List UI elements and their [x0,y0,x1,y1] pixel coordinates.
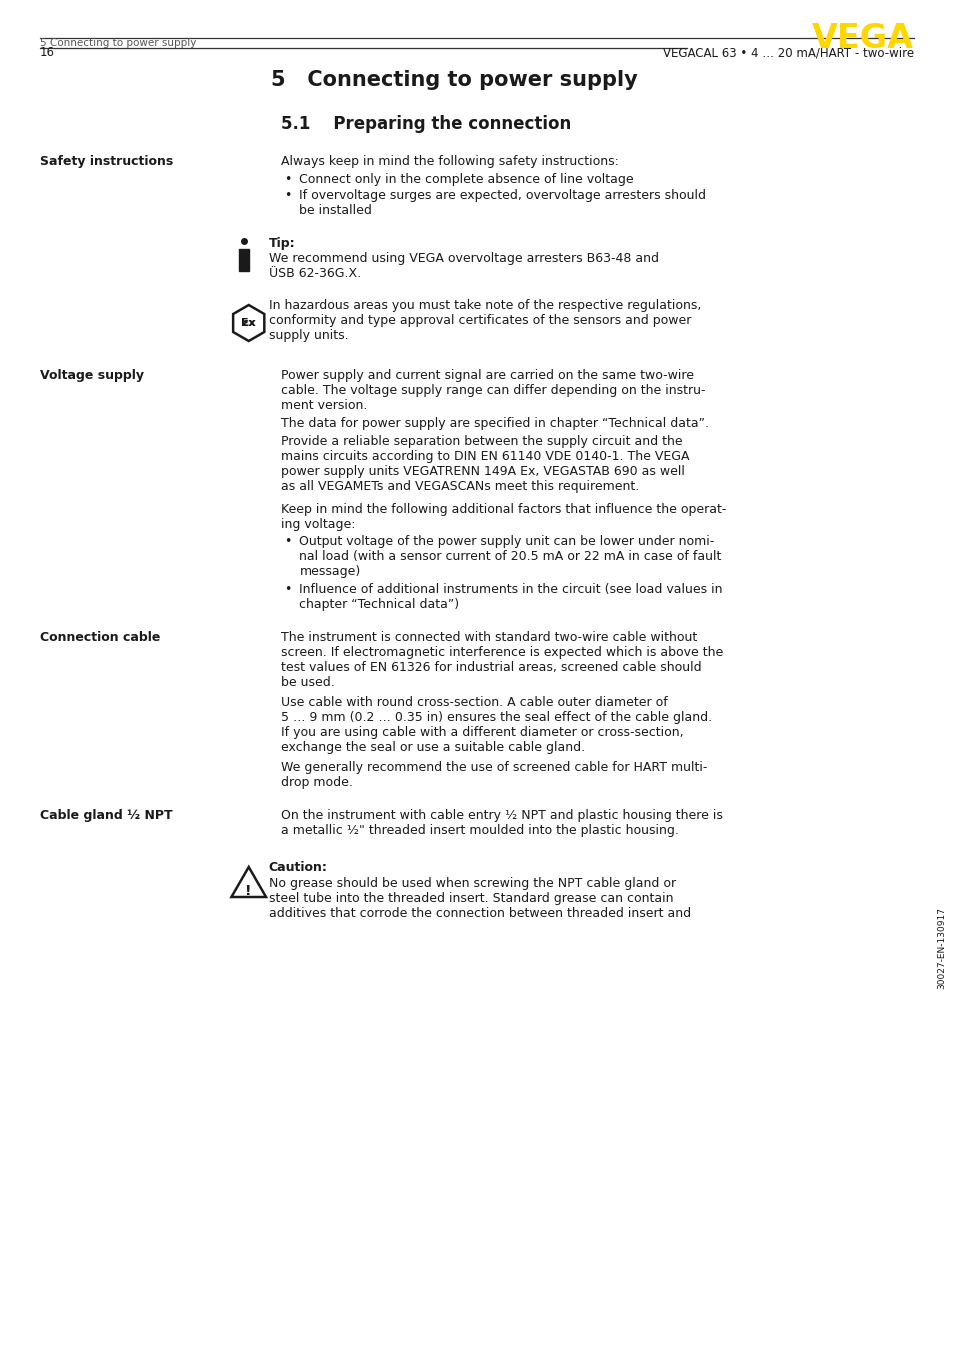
Text: 16: 16 [40,46,55,60]
Text: 5 Connecting to power supply: 5 Connecting to power supply [40,38,196,47]
FancyBboxPatch shape [238,249,249,271]
Text: Voltage supply: Voltage supply [40,370,144,382]
Text: 5   Connecting to power supply: 5 Connecting to power supply [272,70,638,89]
Text: Provide a reliable separation between the supply circuit and the
mains circuits : Provide a reliable separation between th… [281,435,689,493]
Text: !: ! [245,884,252,898]
Text: On the instrument with cable entry ½ NPT and plastic housing there is
a metallic: On the instrument with cable entry ½ NPT… [281,808,722,837]
Text: Connect only in the complete absence of line voltage: Connect only in the complete absence of … [299,173,634,185]
Text: The instrument is connected with standard two-wire cable without
screen. If elec: The instrument is connected with standar… [281,631,723,689]
Text: •: • [284,535,292,548]
Text: Always keep in mind the following safety instructions:: Always keep in mind the following safety… [281,154,618,168]
Text: In hazardous areas you must take note of the respective regulations,
conformity : In hazardous areas you must take note of… [269,299,700,343]
Text: Cable gland ½ NPT: Cable gland ½ NPT [40,808,172,822]
Text: •: • [284,190,292,202]
Text: 5.1    Preparing the connection: 5.1 Preparing the connection [281,115,571,133]
Text: •: • [284,173,292,185]
Text: Power supply and current signal are carried on the same two-wire
cable. The volt: Power supply and current signal are carr… [281,370,705,412]
Text: εx: εx [242,318,255,328]
Text: If overvoltage surges are expected, overvoltage arresters should
be installed: If overvoltage surges are expected, over… [299,190,705,217]
Text: Keep in mind the following additional factors that influence the operat-
ing vol: Keep in mind the following additional fa… [281,502,726,531]
Text: Influence of additional instruments in the circuit (see load values in
chapter “: Influence of additional instruments in t… [299,584,722,611]
Text: No grease should be used when screwing the NPT cable gland or
steel tube into th: No grease should be used when screwing t… [269,877,690,919]
Text: VEGACAL 63 • 4 … 20 mA/HART - two-wire: VEGACAL 63 • 4 … 20 mA/HART - two-wire [662,46,913,60]
Text: Safety instructions: Safety instructions [40,154,173,168]
Text: We recommend using VEGA overvoltage arresters B63-48 and
ÜSB 62-36G.X.: We recommend using VEGA overvoltage arre… [269,252,658,280]
Text: Output voltage of the power supply unit can be lower under nomi-
nal load (with : Output voltage of the power supply unit … [299,535,721,578]
Text: Tip:: Tip: [269,237,295,250]
Text: Caution:: Caution: [269,861,327,873]
Text: •: • [284,584,292,596]
Text: The data for power supply are specified in chapter “Technical data”.: The data for power supply are specified … [281,417,709,431]
Text: 30027-EN-130917: 30027-EN-130917 [937,907,945,988]
Text: Connection cable: Connection cable [40,631,160,645]
Text: We generally recommend the use of screened cable for HART multi-
drop mode.: We generally recommend the use of screen… [281,761,707,789]
Text: Ex: Ex [241,318,255,328]
Text: Use cable with round cross-section. A cable outer diameter of
5 … 9 mm (0.2 … 0.: Use cable with round cross-section. A ca… [281,696,712,754]
Text: VEGA: VEGA [811,22,913,56]
